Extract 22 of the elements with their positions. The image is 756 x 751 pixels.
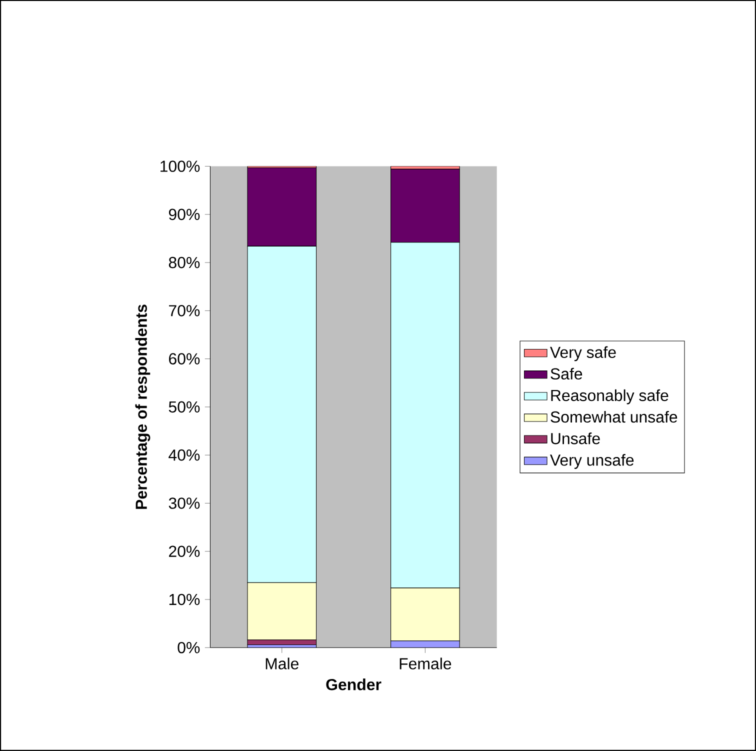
x-tick-label: Female <box>400 658 452 670</box>
y-tick-label: 0% <box>178 642 200 654</box>
legend-label: Safe <box>550 368 582 380</box>
y-tick-label: 40% <box>168 449 200 461</box>
y-tick-label: 90% <box>168 208 200 220</box>
bar <box>390 640 460 648</box>
y-tick-label: 100% <box>160 160 200 172</box>
legend-label: Very safe <box>550 346 616 362</box>
legend-label: Somewhat unsafe <box>550 410 678 423</box>
legend-label: Very unsafe <box>550 454 634 469</box>
y-axis-title: Percentage of respondents <box>135 304 150 509</box>
y-tick-label: 50% <box>168 401 200 413</box>
y-tick-label: 80% <box>168 256 200 268</box>
x-axis-title: Gender <box>326 678 382 690</box>
y-tick-label: 30% <box>168 498 200 509</box>
legend-label: Unsafe <box>551 432 600 444</box>
x-tick-label: Male <box>266 658 298 670</box>
y-tick-label: 70% <box>169 305 200 316</box>
legend-label: Reasonably safe <box>551 389 668 404</box>
y-tick-label: 10% <box>169 594 200 606</box>
y-tick-label: 60% <box>169 353 200 364</box>
y-tick-label: 20% <box>169 546 200 557</box>
